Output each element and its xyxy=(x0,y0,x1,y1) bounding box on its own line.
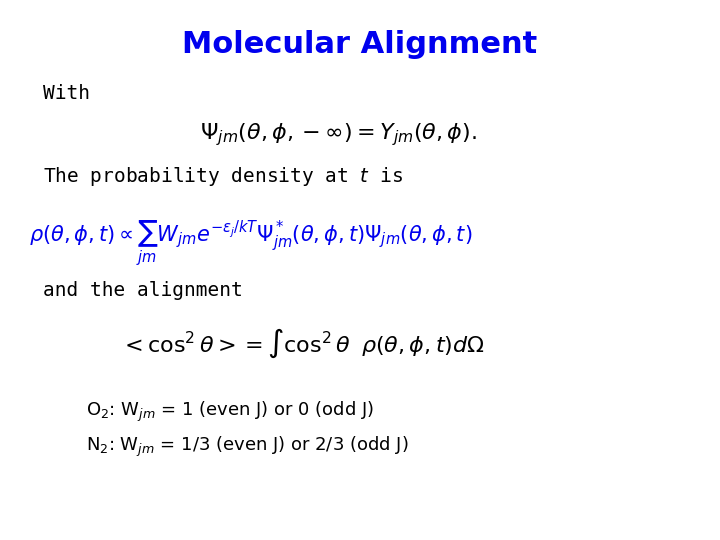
Text: $\rho(\theta, \phi, t) \propto \sum_{jm} W_{jm} e^{-\varepsilon_j/kT} \Psi^*_{jm: $\rho(\theta, \phi, t) \propto \sum_{jm}… xyxy=(29,219,472,268)
Text: O$_2$: W$_{jm}$ = 1 (even J) or 0 (odd J): O$_2$: W$_{jm}$ = 1 (even J) or 0 (odd J… xyxy=(86,400,374,424)
Text: The probability density at $t$ is: The probability density at $t$ is xyxy=(43,165,403,188)
Text: and the alignment: and the alignment xyxy=(43,281,243,300)
Text: Molecular Alignment: Molecular Alignment xyxy=(182,30,538,59)
Text: With: With xyxy=(43,84,90,103)
Text: $\Psi_{jm}(\theta, \phi, -\infty) = Y_{jm}(\theta, \phi).$: $\Psi_{jm}(\theta, \phi, -\infty) = Y_{j… xyxy=(200,122,477,148)
Text: $< \cos^2\theta >= \int \cos^2\theta \;\; \rho(\theta, \phi, t) d\Omega$: $< \cos^2\theta >= \int \cos^2\theta \;\… xyxy=(120,327,485,360)
Text: N$_2$: W$_{jm}$ = 1/3 (even J) or 2/3 (odd J): N$_2$: W$_{jm}$ = 1/3 (even J) or 2/3 (o… xyxy=(86,435,409,459)
